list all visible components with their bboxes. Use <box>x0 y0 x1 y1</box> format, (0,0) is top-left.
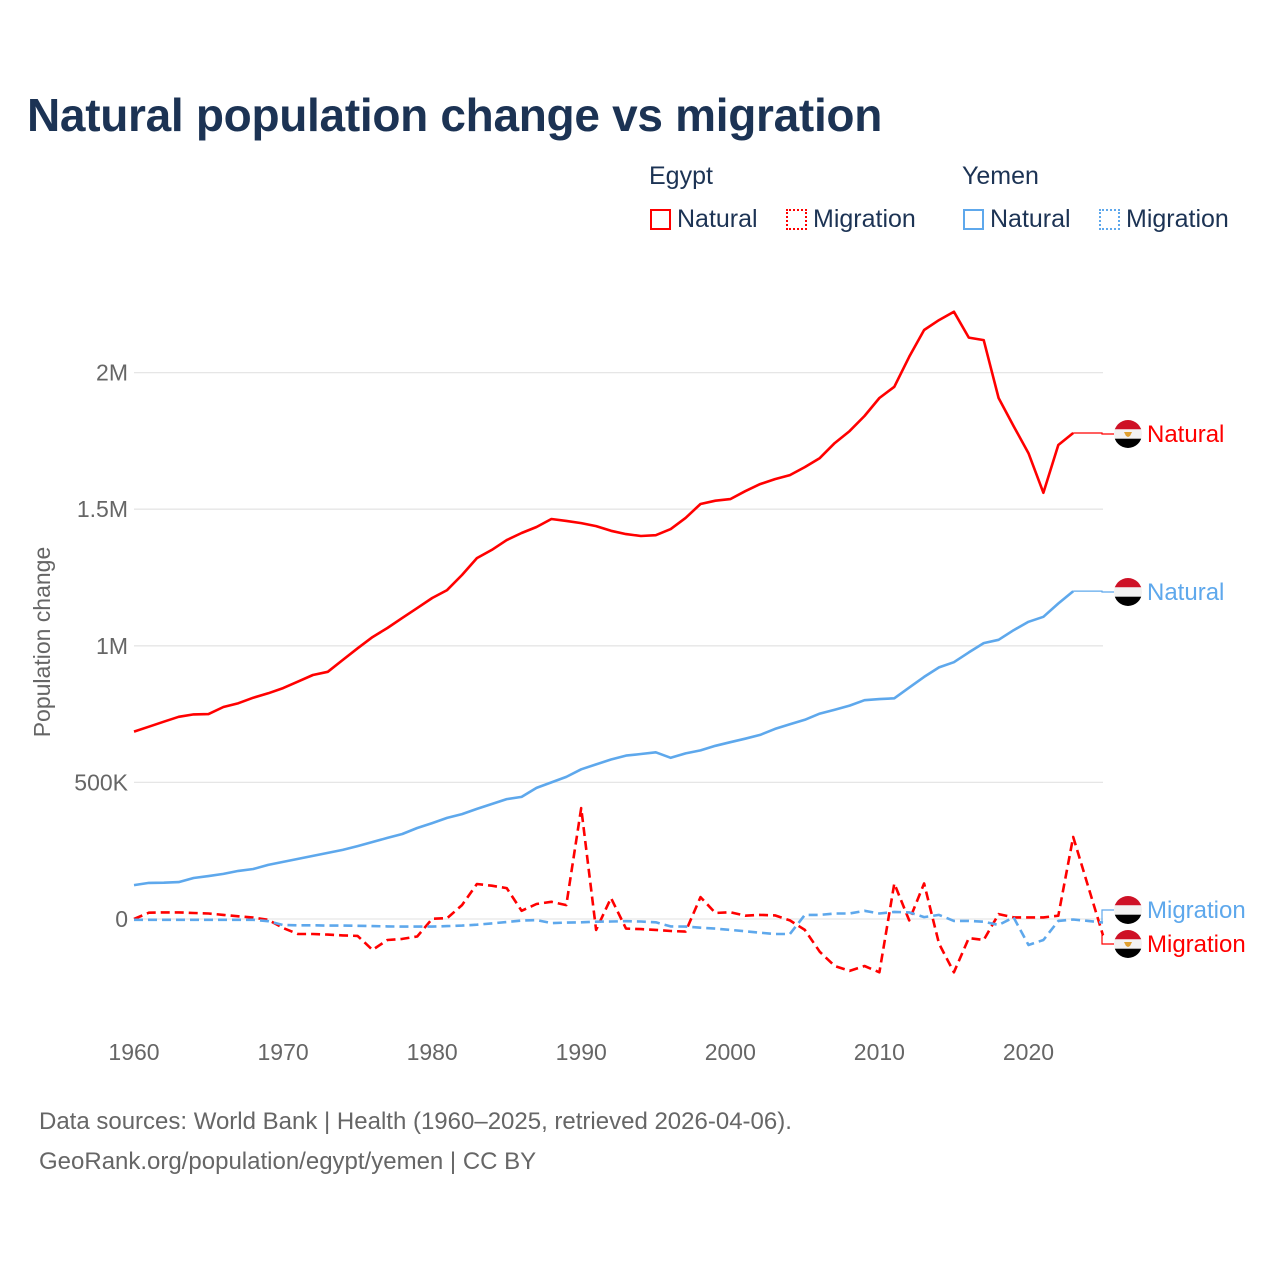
series-line-yemen-migration <box>134 909 1104 947</box>
x-tick-label: 2020 <box>1003 1039 1054 1065</box>
egypt-flag-icon <box>1114 420 1142 448</box>
label-connector <box>1073 432 1114 435</box>
legend-label: Migration <box>813 205 916 233</box>
label-connector <box>1101 909 1114 924</box>
legend-item-yemen-migration[interactable]: Migration <box>1099 205 1229 234</box>
series-end-label: Migration <box>1147 897 1246 924</box>
x-tick-label: 2000 <box>705 1039 756 1065</box>
series-end-label: Natural <box>1147 579 1224 606</box>
yemen-flag-icon <box>1114 578 1142 606</box>
dotted-swatch-icon <box>1099 209 1120 230</box>
x-tick-label: 1960 <box>108 1039 159 1065</box>
legend-group-egypt: Egypt <box>649 162 713 190</box>
legend-item-egypt-natural[interactable]: Natural <box>650 205 758 234</box>
x-tick-label: 1990 <box>556 1039 607 1065</box>
series-end-label: Natural <box>1147 421 1224 448</box>
label-connector <box>1101 934 1114 945</box>
solid-swatch-icon <box>650 209 671 230</box>
chart-title: Natural population change vs migration <box>27 89 883 141</box>
series-line-yemen-natural <box>133 590 1075 887</box>
dotted-swatch-icon <box>786 209 807 230</box>
x-tick-label: 1980 <box>407 1039 458 1065</box>
series-line-egypt-natural <box>133 310 1075 733</box>
series-end-label: Migration <box>1147 931 1246 958</box>
y-tick-label: 1M <box>96 633 128 659</box>
y-tick-label: 0 <box>115 906 128 932</box>
y-tick-label: 2M <box>96 360 128 386</box>
legend-item-egypt-migration[interactable]: Migration <box>786 205 916 234</box>
legend-label: Natural <box>990 205 1071 233</box>
solid-swatch-icon <box>963 209 984 230</box>
legend-label: Natural <box>677 205 758 233</box>
y-tick-label: 500K <box>74 769 128 795</box>
egypt-flag-icon <box>1114 930 1142 958</box>
label-connector <box>1073 590 1114 593</box>
x-tick-label: 2010 <box>854 1039 905 1065</box>
legend-item-yemen-natural[interactable]: Natural <box>963 205 1071 234</box>
footer-sources: Data sources: World Bank | Health (1960–… <box>39 1108 792 1135</box>
y-tick-label: 1.5M <box>77 496 128 522</box>
legend-group-yemen: Yemen <box>962 162 1039 190</box>
x-tick-label: 1970 <box>257 1039 308 1065</box>
footer-attribution: GeoRank.org/population/egypt/yemen | CC … <box>39 1148 537 1175</box>
legend-label: Migration <box>1126 205 1229 233</box>
series-line-egypt-migration <box>133 806 1105 974</box>
yemen-flag-icon <box>1114 896 1142 924</box>
y-axis-label: Population change <box>29 547 55 738</box>
